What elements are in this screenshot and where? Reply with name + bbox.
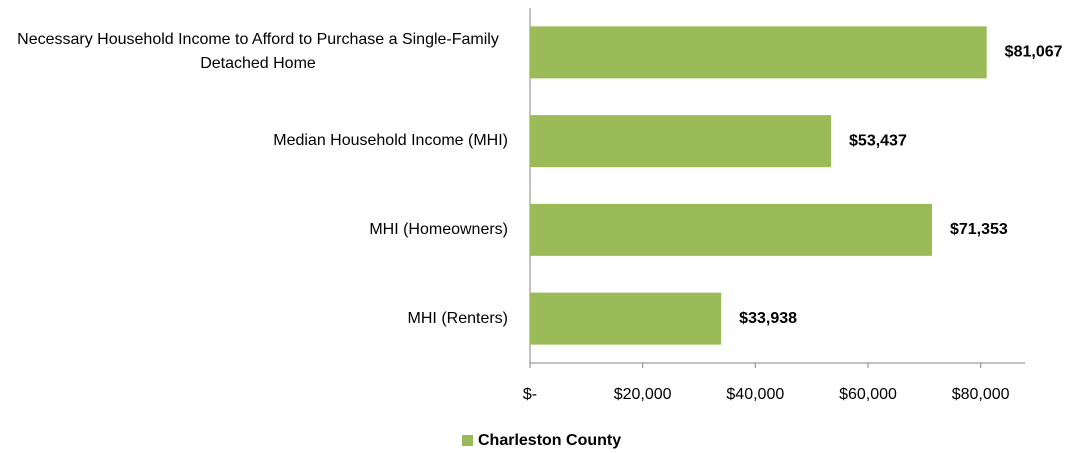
legend-label: Charleston County	[478, 432, 621, 449]
category-text: Median Household Income (MHI)	[273, 132, 508, 150]
data-label: $71,353	[950, 221, 1008, 238]
data-label: $33,938	[739, 310, 797, 327]
bar	[530, 292, 722, 345]
category-text: MHI (Homeowners)	[369, 220, 508, 238]
category-label: MHI (Renters)	[8, 307, 508, 331]
data-label: $81,067	[1005, 44, 1063, 61]
legend-swatch	[462, 435, 473, 446]
bar	[530, 203, 932, 256]
category-label: Median Household Income (MHI)	[8, 129, 508, 153]
data-label: $53,437	[849, 132, 907, 149]
bar	[530, 115, 832, 168]
category-text: Necessary Household Income to Afford to …	[17, 31, 499, 73]
category-label: Necessary Household Income to Afford to …	[8, 28, 508, 76]
category-label: MHI (Homeowners)	[8, 218, 508, 242]
x-tick-label: $-	[523, 386, 537, 403]
category-text: MHI (Renters)	[407, 309, 508, 327]
x-tick-label: $40,000	[726, 386, 784, 403]
bar	[530, 26, 987, 79]
x-tick-label: $60,000	[839, 386, 897, 403]
x-tick-label: $20,000	[614, 386, 672, 403]
x-tick-label: $80,000	[952, 386, 1010, 403]
